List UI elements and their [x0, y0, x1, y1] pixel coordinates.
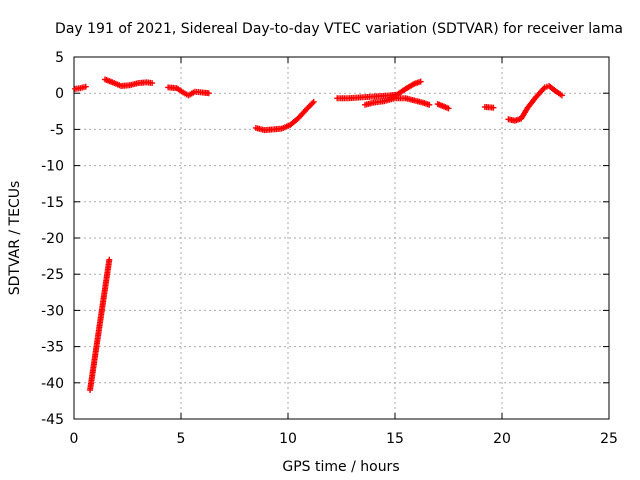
y-tick-label: -35: [41, 340, 64, 356]
data-points: [72, 76, 565, 394]
x-tick-label: 5: [177, 431, 186, 447]
y-tick-label: 0: [55, 86, 64, 102]
y-tick-label: -45: [41, 412, 64, 428]
x-axis-ticks: 0 5 10 15 20 25: [70, 57, 618, 447]
y-tick-label: -5: [50, 122, 64, 138]
x-tick-label: 15: [386, 431, 404, 447]
data-point: [417, 78, 424, 85]
data-point: [106, 256, 113, 263]
data-point: [490, 104, 497, 111]
y-axis-label: SDTVAR / TECUs: [7, 181, 23, 296]
series-seg-17h: [434, 101, 452, 112]
y-axis-ticks: 5 0 -5 -10 -15 -20 -25 -30 -35 -40 -45: [41, 50, 609, 428]
x-axis-label: GPS time / hours: [282, 459, 399, 475]
grid-lines: [74, 57, 609, 419]
series-early-spike: [87, 256, 113, 394]
data-point: [149, 80, 156, 87]
series-seg-2h: [102, 76, 156, 89]
series-seg-13h-lower: [362, 95, 433, 108]
series-seg-19h: [481, 103, 497, 111]
y-tick-label: -10: [41, 159, 64, 175]
data-point: [82, 83, 89, 90]
data-point: [445, 105, 452, 112]
data-point: [310, 98, 317, 105]
y-tick-label: -30: [41, 303, 64, 319]
data-point: [426, 101, 433, 108]
series-seg-5h: [165, 84, 212, 99]
y-tick-label: -20: [41, 231, 64, 247]
series-seg-13h-upper: [334, 78, 424, 102]
x-tick-label: 10: [279, 431, 297, 447]
data-point: [205, 90, 212, 97]
series-seg-start: [72, 83, 89, 92]
y-tick-label: -25: [41, 267, 64, 283]
x-tick-label: 25: [600, 431, 618, 447]
y-tick-label: -15: [41, 195, 64, 211]
series-seg-20h: [505, 82, 565, 124]
data-point: [558, 92, 565, 99]
chart-title: Day 191 of 2021, Sidereal Day-to-day VTE…: [55, 21, 623, 37]
y-tick-label: -40: [41, 376, 64, 392]
x-tick-label: 0: [70, 431, 79, 447]
x-tick-label: 20: [493, 431, 511, 447]
series-seg-9h: [252, 98, 317, 134]
y-tick-label: 5: [55, 50, 64, 66]
